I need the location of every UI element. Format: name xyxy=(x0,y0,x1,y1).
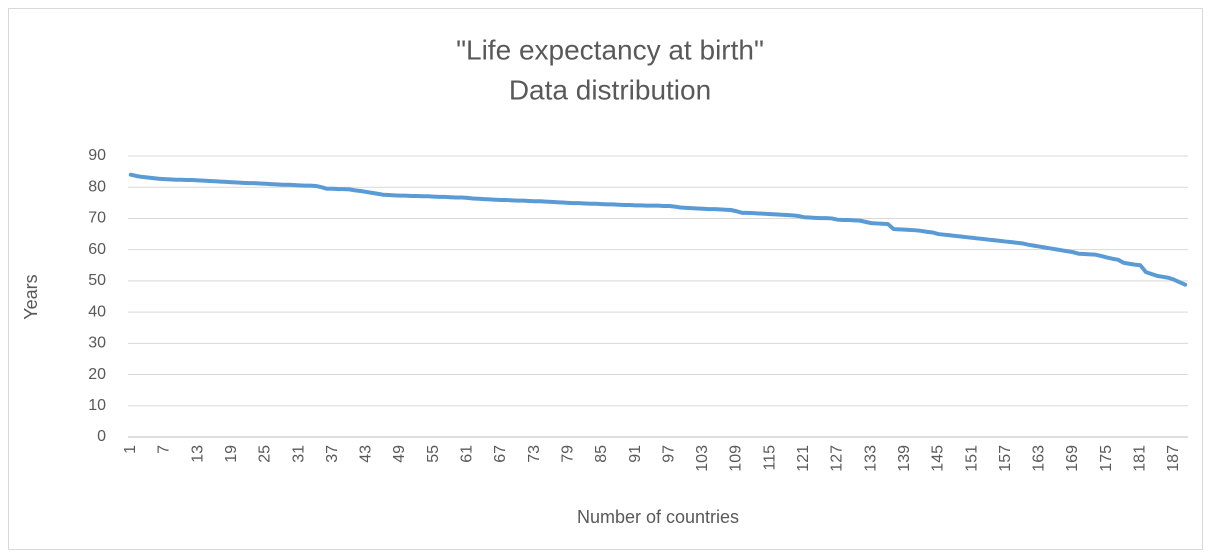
x-tick-label: 139 xyxy=(896,445,913,472)
y-tick-label: 0 xyxy=(97,428,106,445)
data-line xyxy=(128,172,1188,287)
y-tick-label: 10 xyxy=(88,397,106,414)
x-tick-label: 109 xyxy=(728,445,745,472)
x-tick-label: 7 xyxy=(156,445,173,454)
chart-title: "Life expectancy at birth" xyxy=(456,34,764,65)
x-tick-label: 37 xyxy=(324,445,341,463)
chart-border xyxy=(8,8,1203,550)
x-tick-label: 133 xyxy=(862,445,879,472)
x-tick-label: 55 xyxy=(425,445,442,463)
x-tick-label: 175 xyxy=(1098,445,1115,472)
y-tick-label: 40 xyxy=(88,303,106,320)
y-axis-title: Years xyxy=(21,274,41,319)
y-tick-label: 90 xyxy=(88,147,106,164)
y-tick-label: 70 xyxy=(88,210,106,227)
x-tick-label: 97 xyxy=(660,445,677,463)
x-tick-label: 1 xyxy=(122,445,139,454)
x-tick-label: 79 xyxy=(559,445,576,463)
x-tick-label: 19 xyxy=(223,445,240,463)
x-tick-label: 49 xyxy=(391,445,408,463)
x-tick-label: 85 xyxy=(593,445,610,463)
x-tick-label: 25 xyxy=(257,445,274,463)
x-tick-label: 61 xyxy=(459,445,476,463)
x-tick-label: 181 xyxy=(1132,445,1149,472)
y-tick-label: 30 xyxy=(88,335,106,352)
x-tick-label: 103 xyxy=(694,445,711,472)
x-axis-title: Number of countries xyxy=(577,507,739,527)
x-tick-label: 121 xyxy=(795,445,812,472)
y-tick-label: 60 xyxy=(88,241,106,258)
x-tick-label: 163 xyxy=(1031,445,1048,472)
x-tick-label: 115 xyxy=(761,445,778,471)
x-tick-label: 187 xyxy=(1165,445,1182,472)
x-tick-label: 169 xyxy=(1064,445,1081,472)
x-tick-label: 13 xyxy=(189,445,206,463)
x-tick-label: 91 xyxy=(627,445,644,463)
x-tick-label: 157 xyxy=(997,445,1014,472)
x-tick-label: 151 xyxy=(963,445,980,472)
x-tick-label: 43 xyxy=(358,445,375,463)
x-tick-label: 73 xyxy=(526,445,543,463)
x-tick-label: 67 xyxy=(492,445,509,463)
y-tick-label: 80 xyxy=(88,178,106,195)
x-tick-label: 31 xyxy=(290,445,307,463)
x-tick-label: 127 xyxy=(829,445,846,472)
chart-subtitle: Data distribution xyxy=(509,74,711,105)
x-tick-label: 145 xyxy=(930,445,947,472)
y-tick-label: 20 xyxy=(88,366,106,383)
y-tick-label: 50 xyxy=(88,272,106,289)
